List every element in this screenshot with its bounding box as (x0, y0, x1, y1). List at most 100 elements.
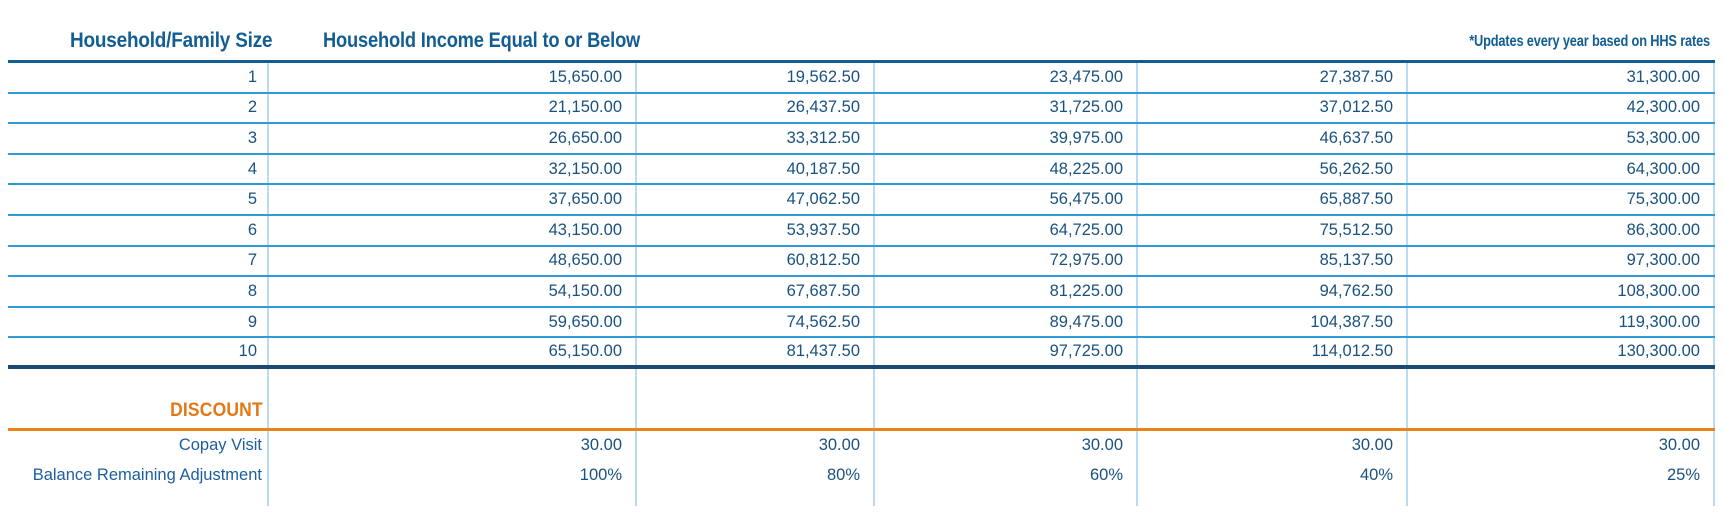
income-value-cell: 31,725.00 (875, 93, 1138, 123)
discount-title: DISCOUNT (170, 399, 263, 421)
income-value-cell: 56,475.00 (875, 185, 1138, 214)
discount-value-cell: 30.00 (1408, 430, 1715, 461)
income-row-7: 7 48,650.00 60,812.50 72,975.00 85,137.50 97,… (8, 246, 1715, 278)
empty-cell (1408, 368, 1715, 428)
discount-value-cell: 30.00 (637, 430, 875, 461)
income-value-cell: 37,012.50 (1138, 93, 1408, 123)
household-size-cell: 8 (8, 277, 269, 306)
income-value-cell: 42,300.00 (1408, 93, 1715, 123)
header-hhs-updates-note: *Updates every year based on HHS rates (1409, 33, 1710, 51)
income-value-cell: 64,725.00 (875, 215, 1138, 245)
income-table: Household/Family Size Household Income E… (8, 0, 1715, 506)
income-value-cell: 37,650.00 (269, 185, 637, 214)
discount-row-label: Balance Remaining Adjustment (8, 460, 269, 506)
income-value-cell: 53,300.00 (1408, 124, 1715, 153)
empty-cell (269, 368, 637, 428)
income-value-cell: 47,062.50 (637, 185, 875, 214)
header-household-income: Household Income Equal to or Below (323, 28, 696, 53)
income-value-cell: 86,300.00 (1408, 215, 1715, 245)
table-header-row: Household/Family Size Household Income E… (8, 0, 1715, 63)
discount-row-balance-remaining-adjustment: Balance Remaining Adjustment 100% 80% 60% 40… (8, 460, 1715, 506)
income-row-4: 4 32,150.00 40,187.50 48,225.00 56,262.50 64,… (8, 154, 1715, 186)
discount-value-cell: 100% (269, 460, 637, 506)
income-value-cell: 74,562.50 (637, 307, 875, 337)
discount-value-cell: 60% (875, 460, 1138, 506)
income-value-cell: 94,762.50 (1138, 277, 1408, 306)
household-size-cell: 7 (8, 246, 269, 276)
discount-value-cell: 30.00 (269, 430, 637, 461)
income-value-cell: 31,300.00 (1408, 63, 1715, 92)
income-value-cell: 33,312.50 (637, 124, 875, 153)
income-value-cell: 130,300.00 (1408, 338, 1715, 365)
income-row-10: 10 65,150.00 81,437.50 97,725.00 114,012.50 1… (8, 338, 1715, 369)
income-value-cell: 26,437.50 (637, 93, 875, 123)
income-value-cell: 48,650.00 (269, 246, 637, 276)
income-value-cell: 119,300.00 (1408, 307, 1715, 337)
income-value-cell: 89,475.00 (875, 307, 1138, 337)
income-row-9: 9 59,650.00 74,562.50 89,475.00 104,387.50 11… (8, 307, 1715, 339)
income-value-cell: 40,187.50 (637, 154, 875, 184)
income-row-3: 3 26,650.00 33,312.50 39,975.00 46,637.50 53,… (8, 124, 1715, 155)
empty-cell (637, 368, 875, 428)
income-value-cell: 72,975.00 (875, 246, 1138, 276)
empty-cell (1138, 368, 1408, 428)
household-size-cell: 2 (8, 93, 269, 123)
discount-value-cell: 30.00 (875, 430, 1138, 461)
household-size-cell: 1 (8, 63, 269, 92)
discount-value-cell: 25% (1408, 460, 1715, 506)
household-size-cell: 9 (8, 307, 269, 337)
discount-title-cell: DISCOUNT (8, 368, 269, 428)
income-rows: 1 15,650.00 19,562.50 23,475.00 27,387.50 31,… (8, 63, 1715, 369)
income-value-cell: 39,975.00 (875, 124, 1138, 153)
income-value-cell: 23,475.00 (875, 63, 1138, 92)
discount-row-label: Copay Visit (8, 430, 269, 461)
income-value-cell: 67,687.50 (637, 277, 875, 306)
income-value-cell: 81,437.50 (637, 338, 875, 365)
income-value-cell: 104,387.50 (1138, 307, 1408, 337)
income-value-cell: 46,637.50 (1138, 124, 1408, 153)
income-value-cell: 60,812.50 (637, 246, 875, 276)
income-value-cell: 108,300.00 (1408, 277, 1715, 306)
income-value-cell: 15,650.00 (269, 63, 637, 92)
income-value-cell: 21,150.00 (269, 93, 637, 123)
household-size-cell: 5 (8, 185, 269, 214)
header-household-family-size: Household/Family Size (70, 28, 300, 53)
income-value-cell: 75,300.00 (1408, 185, 1715, 214)
discount-rows: Copay Visit 30.00 30.00 30.00 30.00 30.00 Bala… (8, 430, 1715, 506)
income-value-cell: 97,300.00 (1408, 246, 1715, 276)
income-value-cell: 27,387.50 (1138, 63, 1408, 92)
income-value-cell: 54,150.00 (269, 277, 637, 306)
household-size-cell: 10 (8, 338, 269, 365)
income-value-cell: 26,650.00 (269, 124, 637, 153)
income-value-cell: 65,150.00 (269, 338, 637, 365)
income-row-2: 2 21,150.00 26,437.50 31,725.00 37,012.50 42,… (8, 93, 1715, 125)
empty-cell (875, 368, 1138, 428)
discount-value-cell: 80% (637, 460, 875, 506)
income-value-cell: 97,725.00 (875, 338, 1138, 365)
discount-header-row: DISCOUNT (8, 368, 1715, 431)
income-value-cell: 81,225.00 (875, 277, 1138, 306)
income-value-cell: 19,562.50 (637, 63, 875, 92)
income-value-cell: 114,012.50 (1138, 338, 1408, 365)
income-value-cell: 75,512.50 (1138, 215, 1408, 245)
discount-value-cell: 30.00 (1138, 430, 1408, 461)
income-value-cell: 85,137.50 (1138, 246, 1408, 276)
income-row-6: 6 43,150.00 53,937.50 64,725.00 75,512.50 86,… (8, 215, 1715, 247)
header-household-income-text: Household Income Equal to or Below (323, 28, 641, 52)
income-value-cell: 32,150.00 (269, 154, 637, 184)
household-size-cell: 3 (8, 124, 269, 153)
header-household-family-size-text: Household/Family Size (70, 28, 273, 52)
income-row-5: 5 37,650.00 47,062.50 56,475.00 65,887.50 75,… (8, 185, 1715, 216)
income-row-8: 8 54,150.00 67,687.50 81,225.00 94,762.50 108… (8, 277, 1715, 308)
header-hhs-updates-note-text: *Updates every year based on HHS rates (1469, 33, 1710, 50)
income-value-cell: 56,262.50 (1138, 154, 1408, 184)
income-value-cell: 53,937.50 (637, 215, 875, 245)
income-value-cell: 65,887.50 (1138, 185, 1408, 214)
income-value-cell: 59,650.00 (269, 307, 637, 337)
discount-row-copay-visit: Copay Visit 30.00 30.00 30.00 30.00 30.00 (8, 430, 1715, 461)
household-size-cell: 6 (8, 215, 269, 245)
household-size-cell: 4 (8, 154, 269, 184)
income-value-cell: 43,150.00 (269, 215, 637, 245)
income-value-cell: 64,300.00 (1408, 154, 1715, 184)
